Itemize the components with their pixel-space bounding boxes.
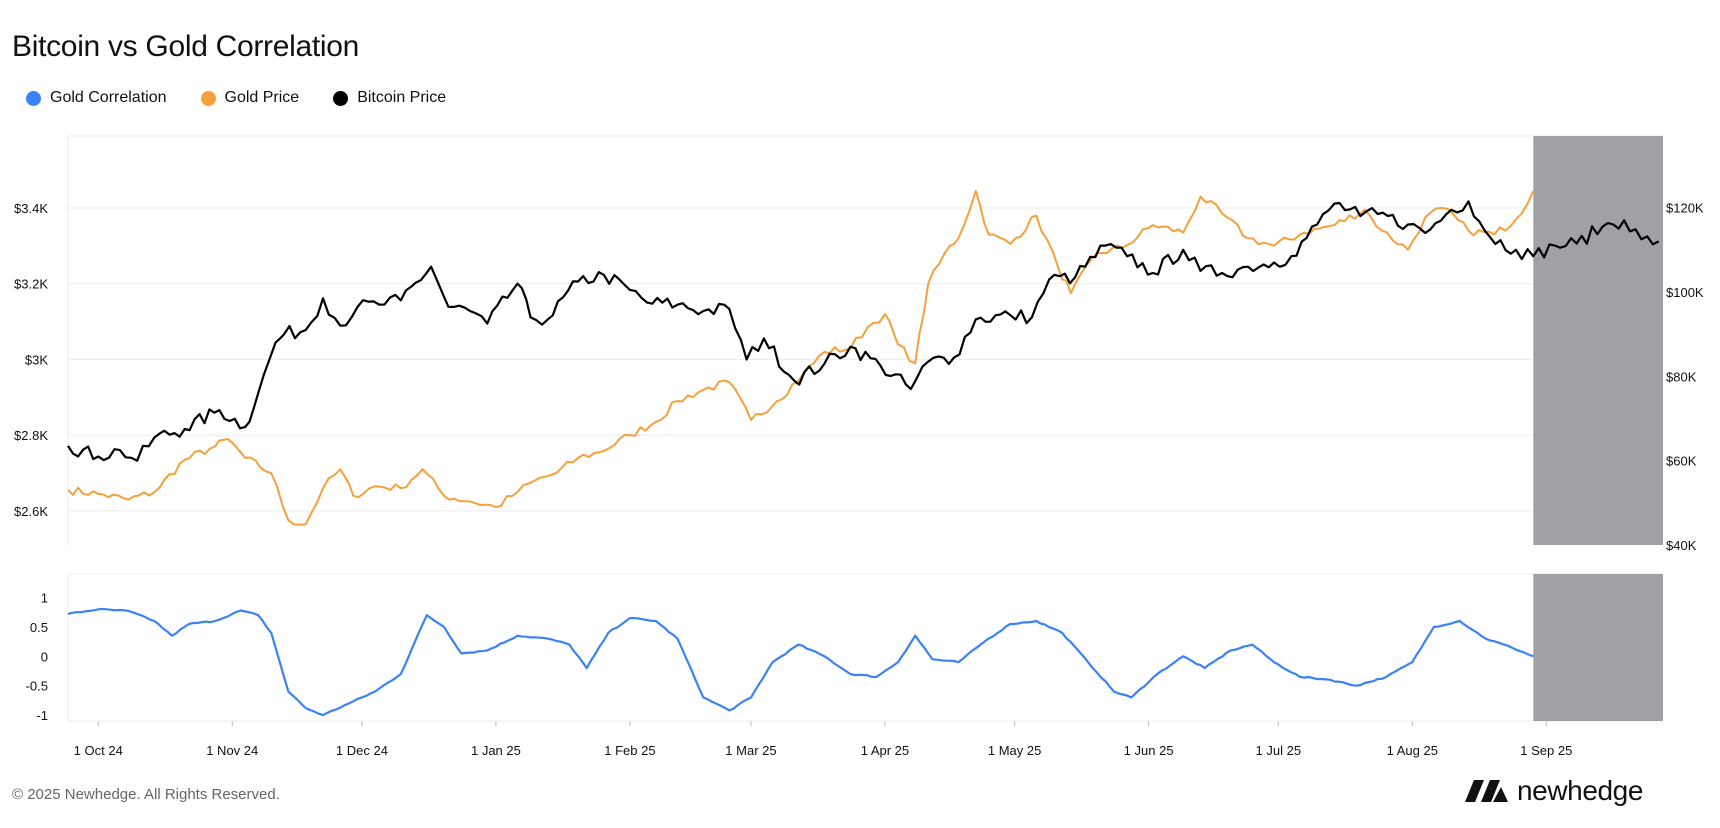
correlation-axis-tick-label: -1 xyxy=(36,708,48,723)
right-axis-tick-label: $60K xyxy=(1666,454,1697,469)
legend-label-gold-price: Gold Price xyxy=(224,89,300,106)
bitcoin-price-line[interactable] xyxy=(67,200,1660,462)
legend-label-gold-correlation: Gold Correlation xyxy=(50,89,167,106)
legend-swatch-bitcoin-price xyxy=(333,90,349,106)
left-axis-tick-label: $3.4K xyxy=(14,201,48,216)
x-axis-tick-label: 1 Oct 24 xyxy=(74,743,123,758)
copyright-footer: © 2025 Newhedge. All Rights Reserved. xyxy=(12,786,280,803)
shaded-region-main xyxy=(1533,136,1663,545)
x-axis-tick-label: 1 Dec 24 xyxy=(336,743,388,758)
x-axis-tick-label: 1 May 25 xyxy=(988,743,1041,758)
legend-item-gold-price[interactable]: Gold Price xyxy=(200,89,300,107)
legend-swatch-gold-price xyxy=(200,90,216,106)
left-axis-tick-label: $2.8K xyxy=(14,428,48,443)
x-axis-tick-label: 1 Jun 25 xyxy=(1124,743,1174,758)
left-axis-tick-label: $3.2K xyxy=(14,277,48,292)
right-axis-tick-label: $80K xyxy=(1666,369,1697,384)
correlation-axis-tick-label: 1 xyxy=(41,591,48,606)
legend: Gold Correlation Gold Price Bitcoin Pric… xyxy=(26,89,446,107)
right-axis-tick-label: $100K xyxy=(1666,285,1704,300)
correlation-axis-tick-label: 0.5 xyxy=(30,620,48,635)
x-axis-tick-label: 1 Sep 25 xyxy=(1520,743,1572,758)
left-axis-tick-label: $3K xyxy=(25,352,48,367)
newhedge-brand[interactable]: newhedge xyxy=(1465,775,1643,807)
shaded-region-correlation xyxy=(1533,574,1663,721)
gold-price-line[interactable] xyxy=(67,189,1535,526)
x-axis-tick-label: 1 Feb 25 xyxy=(604,743,655,758)
x-axis-tick-label: 1 Apr 25 xyxy=(861,743,909,758)
x-axis-tick-label: 1 Nov 24 xyxy=(206,743,258,758)
legend-item-bitcoin-price[interactable]: Bitcoin Price xyxy=(333,89,446,107)
legend-item-gold-correlation[interactable]: Gold Correlation xyxy=(26,89,167,107)
left-axis-tick-label: $2.6K xyxy=(14,504,48,519)
legend-swatch-gold-correlation xyxy=(26,90,41,106)
right-axis-tick-label: $120K xyxy=(1666,201,1704,216)
x-axis-tick-label: 1 Jul 25 xyxy=(1256,743,1302,758)
x-axis-tick-label: 1 Aug 25 xyxy=(1387,743,1438,758)
legend-label-bitcoin-price: Bitcoin Price xyxy=(357,89,447,106)
right-axis-tick-label: $40K xyxy=(1666,538,1697,553)
correlation-axis-tick-label: 0 xyxy=(41,649,48,664)
gold-correlation-line[interactable] xyxy=(67,607,1534,717)
newhedge-logo-icon xyxy=(1465,780,1508,802)
x-axis-tick-label: 1 Jan 25 xyxy=(471,743,521,758)
x-axis-tick-label: 1 Mar 25 xyxy=(725,743,776,758)
correlation-axis-tick-label: -0.5 xyxy=(26,679,48,694)
brand-name: newhedge xyxy=(1517,775,1644,806)
chart-title: Bitcoin vs Gold Correlation xyxy=(12,30,360,63)
